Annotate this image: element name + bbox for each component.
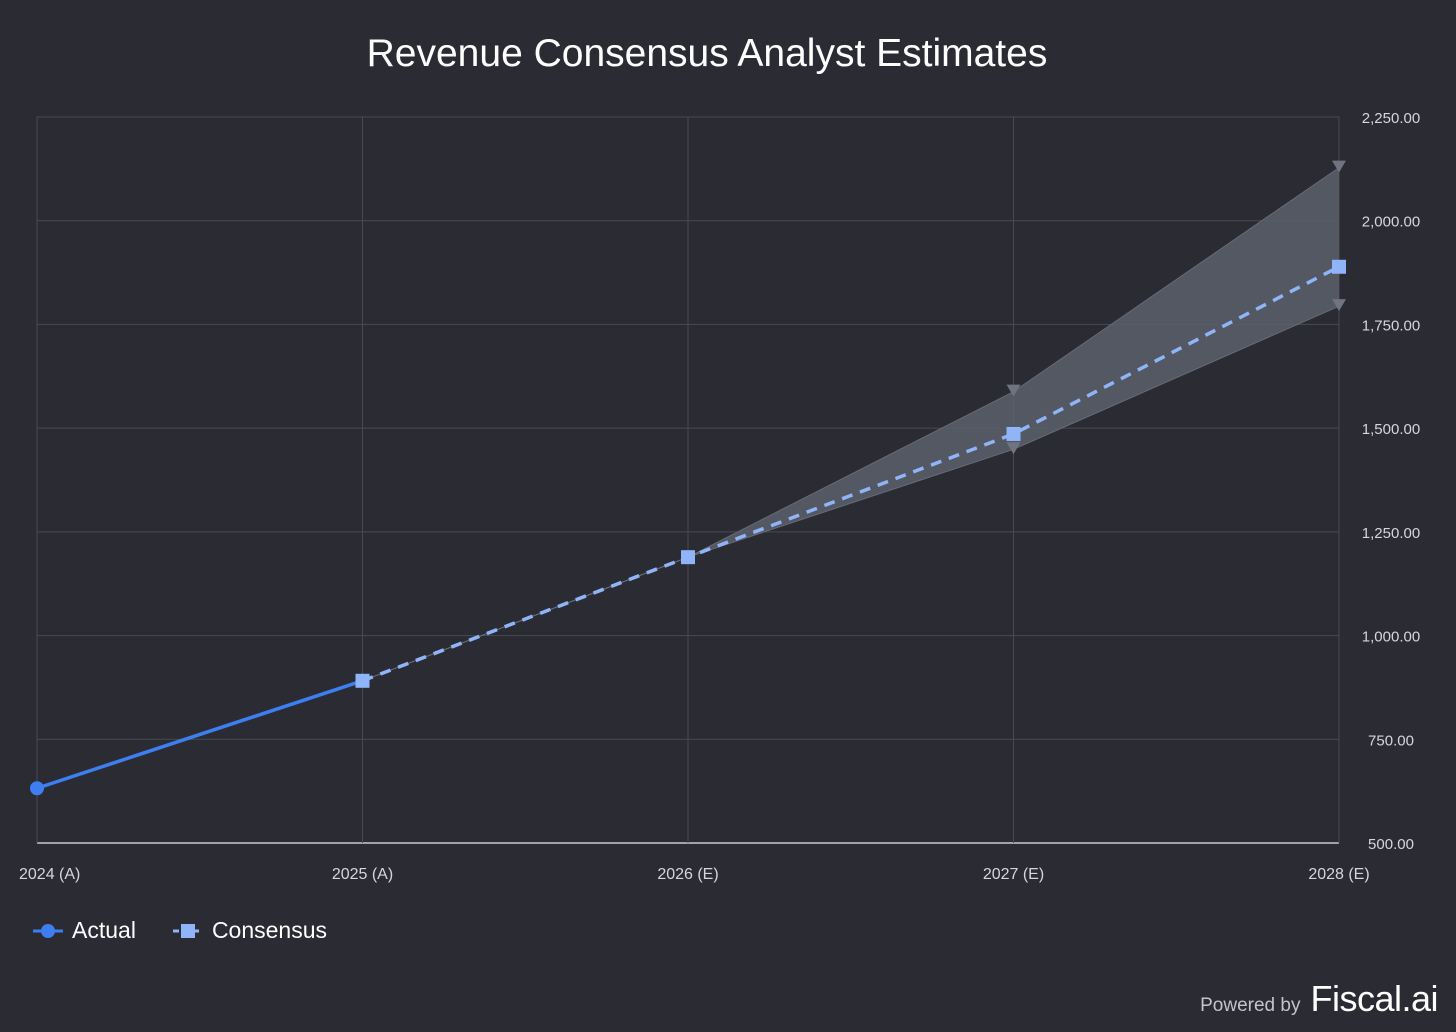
y-tick-label: 2,250.00 [1362,110,1420,127]
estimate-range-area [362,167,1339,681]
estimate-range-band [362,160,1346,682]
x-axis-ticks: 2024 (A) 2025 (A) 2026 (E) 2027 (E) 2028 (E) [19,866,1370,883]
legend-item-consensus[interactable]: Consensus [172,917,327,944]
y-tick-label: 2,000.00 [1362,214,1420,231]
x-tick-label: 2027 (E) [983,866,1044,883]
consensus-series-icon [172,923,203,938]
branding[interactable]: Powered by Fiscal.ai [1200,978,1438,1020]
series-line-actual [36,679,364,790]
powered-by-text: Powered by [1200,995,1301,1016]
series-line-consensus [361,265,1340,683]
x-tick-label: 2025 (A) [332,866,393,883]
y-tick-label: 750.00 [1368,732,1414,749]
y-tick-label: 1,500.00 [1362,421,1420,438]
legend-label-consensus: Consensus [211,917,328,943]
estimate-high-marker [1006,384,1021,397]
estimate-high-line [362,167,1340,682]
y-tick-label: 500.00 [1368,836,1414,853]
actual-series-icon [33,923,63,938]
x-tick-label: 2024 (A) [19,866,80,883]
legend: Actual Consensus [32,917,327,944]
estimate-low-marker [1006,442,1021,455]
x-tick-label: 2026 (E) [657,866,718,883]
data-point-actual [30,781,44,796]
series-lines [36,265,1340,790]
estimate-high-marker [1332,160,1346,173]
y-axis-ticks: 500.00 750.00 1,000.00 1,250.00 1,500.00 1,75… [1362,110,1420,853]
data-point-consensus [681,550,695,565]
grid-lines [36,116,1340,844]
chart-title: Revenue Consensus Analyst Estimates [367,32,1048,75]
series-markers [30,259,1346,796]
data-point-consensus [355,673,370,688]
x-tick-label: 2028 (E) [1308,866,1369,883]
y-tick-label: 1,750.00 [1362,317,1420,334]
estimate-low-marker [1332,299,1346,312]
data-point-consensus [1006,426,1021,441]
legend-item-actual[interactable]: Actual [32,917,136,944]
legend-label-actual: Actual [72,917,136,943]
y-tick-label: 1,000.00 [1362,629,1420,646]
data-point-consensus [1332,259,1346,274]
y-tick-label: 1,250.00 [1362,525,1420,542]
brand-logo[interactable]: Fiscal.ai [1310,978,1438,1019]
